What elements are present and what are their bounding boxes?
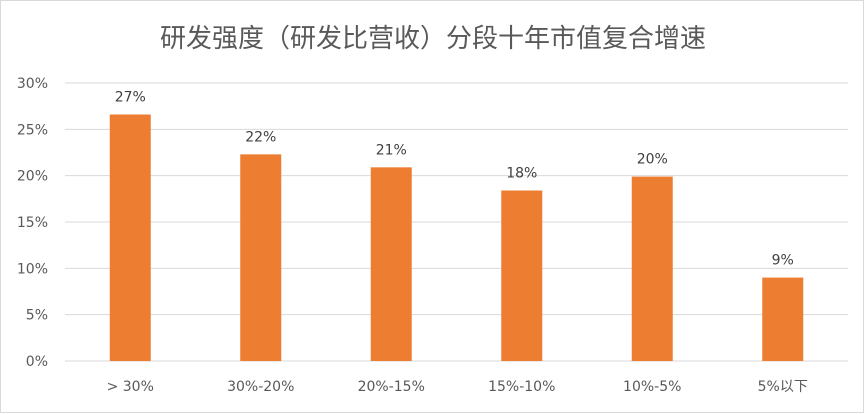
data-label: 18% [506,165,537,181]
bar [762,277,804,361]
x-tick-label: > 30% [107,379,154,395]
bar [370,167,412,361]
data-label: 20% [637,152,668,168]
chart-title: 研发强度（研发比营收）分段十年市值复合增速 [160,24,706,54]
bar [631,176,673,361]
x-tick-label: 5%以下 [758,379,808,395]
bar [109,114,151,361]
y-tick-label: 0% [26,354,48,370]
data-labels: 27% 22% 21% 18% 20% 9% [115,90,794,269]
data-label: 21% [376,142,407,158]
data-label: 27% [115,90,146,106]
x-tick-label: 20%-15% [358,379,425,395]
y-tick-label: 30% [17,76,48,92]
y-tick-label: 5% [26,308,48,324]
x-tick-label: 15%-10% [488,379,555,395]
data-label: 22% [245,129,276,145]
y-tick-label: 25% [17,122,48,138]
gridlines [65,82,848,362]
y-tick-label: 15% [17,215,48,231]
x-tick-label: 30%-20% [227,379,294,395]
y-tick-label: 10% [17,261,48,277]
bar [240,154,282,361]
y-tick-label: 20% [17,169,48,185]
x-tick-label: 10%-5% [623,379,681,395]
bar [501,190,543,361]
bars [109,114,804,361]
x-axis-ticks: > 30% 30%-20% 20%-15% 15%-10% 10%-5% 5%以下 [107,379,808,395]
y-axis-ticks: 0% 5% 10% 15% 20% 25% 30% [17,76,48,370]
data-label: 9% [772,253,794,269]
